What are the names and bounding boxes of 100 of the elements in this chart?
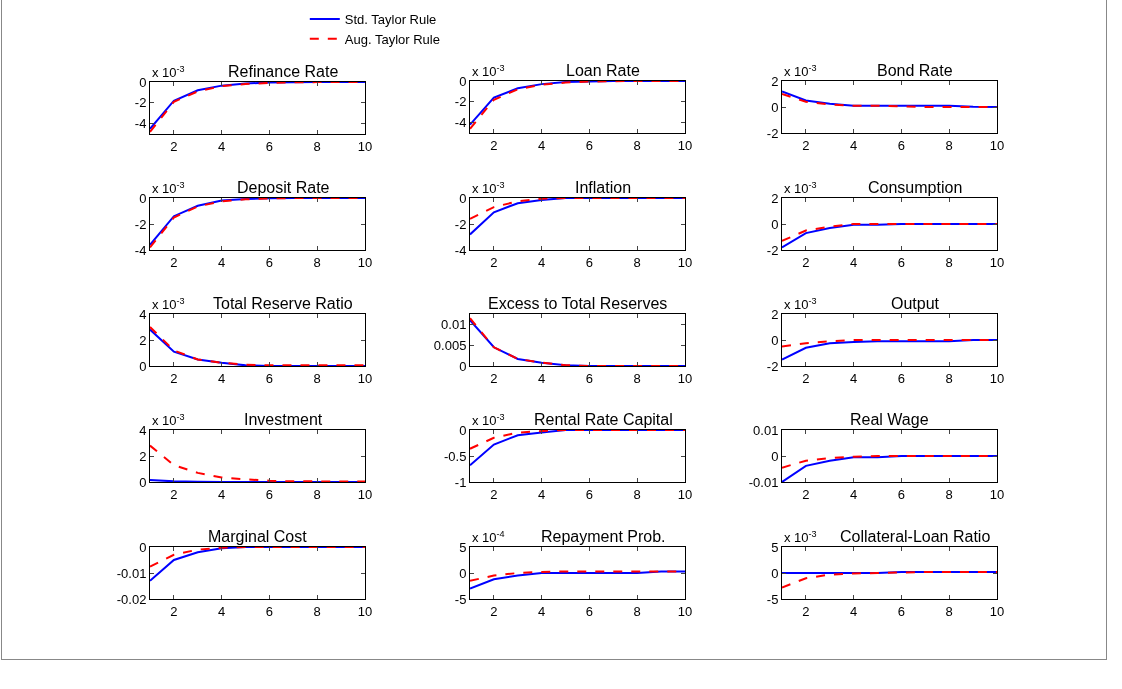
y-tick-label: -1	[454, 474, 467, 490]
text: x 10$^{-3}$	[152, 64, 185, 81]
y-tick-label: 0	[771, 332, 779, 348]
y-tick-label: 2	[139, 332, 147, 348]
x-tick-label: 6	[265, 486, 274, 502]
x-tick-label: 4	[850, 486, 858, 502]
legend-label: Aug. Taylor Rule	[344, 31, 440, 47]
x-tick-label: 8	[313, 486, 321, 502]
chart-title: Consumption	[868, 179, 963, 196]
x-tick-label: 8	[945, 254, 953, 270]
x-tick-label: 6	[585, 137, 594, 153]
y-tick-label: 0	[139, 358, 147, 374]
x-tick-label: 2	[490, 603, 498, 619]
x-tick-label: 6	[897, 370, 906, 386]
x-tick-label: 6	[897, 603, 906, 619]
x-tick-label: 2	[802, 370, 810, 386]
x-tick-label: 10	[989, 603, 1005, 619]
chart-title: Excess to Total Reserves	[488, 295, 668, 312]
x-tick-label: 4	[850, 603, 858, 619]
x-tick-label: 10	[677, 254, 693, 270]
x-tick-label: 8	[313, 254, 321, 270]
y-tick-label: 0	[139, 539, 147, 555]
y-tick-label: 0	[771, 99, 779, 115]
x-tick-label: 8	[313, 603, 321, 619]
y-tick-label: 0	[459, 190, 467, 206]
text: x 10$^{-4}$	[472, 529, 505, 546]
x-tick-label: 8	[945, 370, 953, 386]
x-tick-label: 4	[218, 138, 226, 154]
x-tick-label: 4	[538, 370, 546, 386]
x-tick-label: 8	[633, 603, 641, 619]
text: x 10$^{-3}$	[784, 296, 817, 313]
y-tick-label: -5	[766, 591, 779, 607]
y-tick-label: -2	[134, 216, 147, 232]
line-series	[470, 430, 685, 467]
y-tick-label: -2	[454, 216, 467, 232]
y-tick-label: 0	[459, 73, 467, 89]
x-tick-label: 2	[170, 603, 178, 619]
y-tick-label: -5	[454, 591, 467, 607]
y-tick-label: 0	[459, 422, 467, 438]
y-tick-label: -4	[454, 115, 467, 131]
y-tick-label: 0	[771, 565, 779, 581]
x-tick-label: 10	[677, 486, 693, 502]
y-tick-label: -2	[766, 358, 779, 374]
x-tick-label: 6	[585, 370, 594, 386]
x-tick-label: 8	[633, 486, 641, 502]
chart-title: Real Wage	[850, 411, 929, 428]
chart-title: Inflation	[575, 179, 632, 196]
text: x 10$^{-3}$	[152, 180, 185, 197]
line-series	[470, 198, 685, 220]
chart-title: Rental Rate Capital	[534, 411, 673, 428]
x-tick-label: 2	[802, 486, 810, 502]
x-tick-label: 4	[538, 603, 546, 619]
y-tick-label: 0.01	[753, 422, 779, 438]
x-tick-label: 4	[850, 370, 858, 386]
x-tick-label: 8	[313, 370, 321, 386]
y-tick-label: -0.01	[748, 474, 779, 490]
x-tick-label: 10	[357, 254, 373, 270]
line-series	[150, 547, 365, 582]
x-tick-label: 10	[357, 486, 373, 502]
line-series	[150, 444, 365, 482]
x-tick-label: 6	[585, 486, 594, 502]
x-tick-label: 4	[218, 370, 226, 386]
y-tick-label: -2	[766, 125, 779, 141]
x-tick-label: 8	[633, 254, 641, 270]
y-tick-label: 0	[459, 358, 467, 374]
x-tick-label: 2	[170, 486, 178, 502]
x-tick-label: 10	[989, 486, 1005, 502]
y-tick-label: 5	[459, 539, 467, 555]
x-tick-label: 2	[490, 137, 498, 153]
y-tick-label: 4	[139, 422, 147, 438]
x-tick-label: 10	[677, 603, 693, 619]
text: x 10$^{-3}$	[152, 412, 185, 429]
x-tick-label: 4	[850, 137, 858, 153]
y-tick-label: 2	[139, 448, 147, 464]
x-tick-label: 2	[170, 254, 178, 270]
x-tick-label: 4	[538, 137, 546, 153]
x-tick-label: 6	[897, 254, 906, 270]
text: x 10$^{-3}$	[784, 180, 817, 197]
x-tick-label: 10	[677, 137, 693, 153]
line-series	[470, 198, 685, 236]
x-tick-label: 6	[265, 370, 274, 386]
x-tick-label: 6	[265, 138, 274, 154]
chart-title: Bond Rate	[877, 62, 953, 79]
chart-title: Output	[891, 295, 940, 312]
x-tick-label: 8	[633, 370, 641, 386]
y-tick-label: -0.01	[116, 565, 147, 581]
chart-title: Total Reserve Ratio	[213, 295, 353, 312]
line-series	[150, 547, 365, 568]
y-tick-label: -2	[134, 95, 147, 111]
chart-title: Deposit Rate	[237, 179, 330, 196]
y-tick-label: 0.01	[441, 316, 467, 332]
y-tick-label: 0	[771, 216, 779, 232]
chart-title: Collateral-Loan Ratio	[840, 528, 991, 545]
x-tick-label: 6	[265, 603, 274, 619]
line-series	[782, 570, 997, 589]
x-tick-label: 6	[265, 254, 274, 270]
x-tick-label: 2	[802, 603, 810, 619]
chart-title: Marginal Cost	[208, 528, 308, 545]
line-series	[470, 570, 685, 590]
legend-label: Std. Taylor Rule	[344, 12, 437, 28]
